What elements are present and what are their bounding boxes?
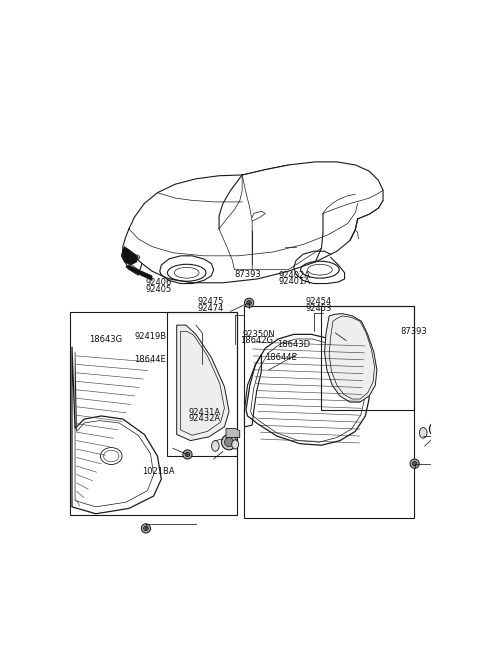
Circle shape — [221, 434, 237, 450]
Text: 18643D: 18643D — [276, 340, 310, 350]
Text: 92402A: 92402A — [278, 271, 311, 279]
Polygon shape — [121, 247, 138, 265]
Bar — [71, 312, 237, 516]
Circle shape — [185, 452, 190, 457]
Text: 18644E: 18644E — [265, 352, 297, 361]
Text: 92453: 92453 — [305, 304, 332, 313]
Polygon shape — [324, 314, 377, 402]
Circle shape — [412, 461, 417, 466]
Text: 92419B: 92419B — [134, 332, 167, 341]
Text: 92475: 92475 — [197, 297, 224, 306]
Polygon shape — [434, 415, 448, 424]
Text: 18644E: 18644E — [134, 355, 166, 364]
Text: 18642G: 18642G — [240, 337, 273, 345]
Circle shape — [244, 298, 254, 308]
Circle shape — [144, 526, 148, 531]
Text: 18643G: 18643G — [89, 335, 122, 344]
Circle shape — [432, 424, 442, 434]
Text: 92474: 92474 — [197, 304, 224, 313]
Circle shape — [225, 438, 234, 447]
Polygon shape — [126, 265, 152, 281]
Text: 92454: 92454 — [305, 297, 331, 306]
Circle shape — [183, 450, 192, 459]
Ellipse shape — [440, 427, 446, 436]
Text: 1021BA: 1021BA — [142, 467, 174, 476]
Bar — [168, 312, 237, 456]
Polygon shape — [177, 325, 229, 441]
Circle shape — [429, 421, 444, 437]
Bar — [244, 306, 414, 518]
Circle shape — [247, 300, 252, 305]
Polygon shape — [226, 428, 240, 438]
Text: 92406: 92406 — [145, 278, 172, 287]
Text: 92405: 92405 — [145, 285, 172, 294]
Ellipse shape — [420, 428, 427, 438]
Bar — [322, 306, 414, 410]
Circle shape — [410, 459, 419, 468]
Text: 92401A: 92401A — [278, 277, 311, 286]
Text: 87393: 87393 — [234, 270, 261, 279]
Text: 87393: 87393 — [400, 327, 427, 336]
Ellipse shape — [232, 440, 239, 449]
Circle shape — [141, 523, 151, 533]
Text: 92432A: 92432A — [189, 414, 221, 423]
Text: 92431A: 92431A — [189, 407, 221, 417]
Text: 92350N: 92350N — [242, 330, 275, 338]
Ellipse shape — [212, 441, 219, 451]
